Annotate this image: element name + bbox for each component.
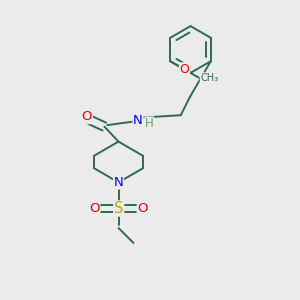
Text: O: O	[89, 202, 100, 215]
Text: N: N	[133, 113, 143, 127]
Text: CH₃: CH₃	[200, 73, 218, 83]
Text: S: S	[114, 201, 123, 216]
Text: H: H	[145, 117, 154, 130]
Text: N: N	[114, 176, 123, 189]
Text: O: O	[180, 63, 190, 76]
Text: O: O	[137, 202, 148, 215]
Text: O: O	[82, 110, 92, 124]
